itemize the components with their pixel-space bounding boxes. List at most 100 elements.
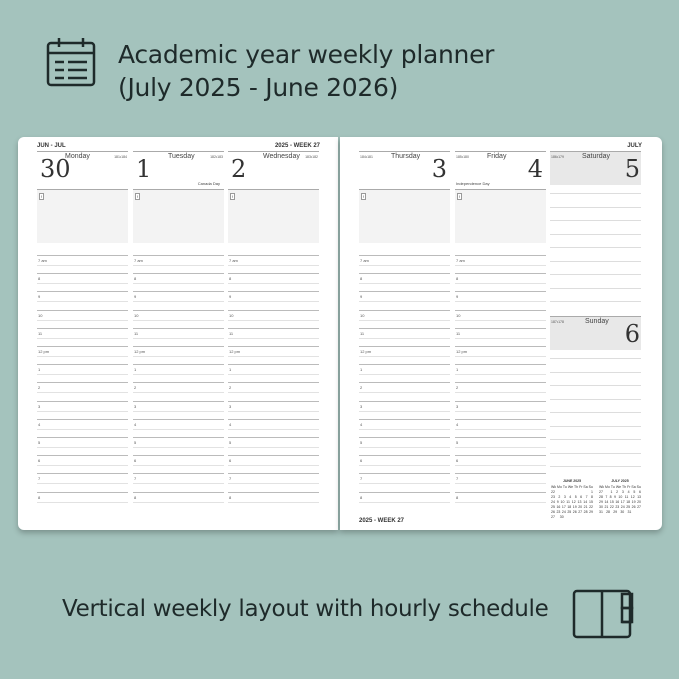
hour-row[interactable]: 9 [133,291,224,309]
hour-row[interactable]: 3 [37,400,128,419]
writing-line[interactable] [550,452,641,454]
hour-row[interactable]: 3 [359,400,450,419]
writing-line[interactable] [550,439,641,440]
writing-line[interactable] [550,220,641,221]
hour-row[interactable]: 7 am [228,255,319,273]
hour-row[interactable]: 6 [359,455,450,473]
hour-row[interactable]: 5 [455,437,546,455]
hour-row[interactable]: 4 [359,418,450,437]
writing-line[interactable] [550,274,641,275]
hour-row[interactable]: 7 [359,473,450,491]
hour-row[interactable]: 7 [228,473,319,491]
writing-line[interactable] [550,371,641,373]
hour-row[interactable]: 10 [228,309,319,328]
hour-row[interactable]: 10 [359,309,450,328]
writing-line[interactable] [550,466,641,467]
hour-row[interactable]: 4 [228,418,319,437]
notes-box[interactable]: ! [359,189,450,243]
hour-row[interactable]: 8 [359,273,450,291]
hour-row[interactable]: 12 pm [359,346,450,364]
hour-row[interactable]: 1 [133,364,224,382]
hour-row[interactable]: 1 [359,364,450,382]
hour-row[interactable]: 1 [228,364,319,382]
writing-line[interactable] [550,385,641,386]
hour-row[interactable]: 8 [37,273,128,291]
weekend-column[interactable]: 5 Saturday 186•179 [550,151,641,311]
writing-line[interactable] [550,358,641,359]
hour-row[interactable]: 11 [37,327,128,346]
hour-row[interactable]: 2 [228,382,319,400]
hour-row[interactable]: 5 [228,437,319,455]
day-column[interactable]: 30 Monday 181•184! 7 am 8 9 10 11 12 pm 1 2 3 4 5 6 7 8 [37,151,128,521]
hour-row[interactable]: 6 [37,455,128,473]
hour-row[interactable]: 5 [133,437,224,455]
hour-row[interactable]: 12 pm [133,346,224,364]
hour-row[interactable]: 9 [37,291,128,309]
hour-row[interactable]: 4 [455,418,546,437]
weekend-column[interactable]: 6 Sunday 187•178 [550,316,641,476]
hour-row[interactable]: 1 [37,364,128,382]
hour-row[interactable]: 11 [228,327,319,346]
hour-row[interactable]: 8 [228,491,319,510]
day-column[interactable]: 4 Friday 185•180 Independence Day! 7 am 8 9 10 1… [455,151,546,521]
day-column[interactable]: 2 Wednesday 183•182! 7 am 8 9 10 11 12 pm 1 2 3 4 5 6 7… [228,151,319,521]
hour-row[interactable]: 2 [359,382,450,400]
notes-box[interactable]: ! [228,189,319,243]
hour-row[interactable]: 8 [455,491,546,510]
hour-row[interactable]: 9 [359,291,450,309]
hour-row[interactable]: 2 [133,382,224,400]
writing-line[interactable] [550,247,641,248]
hour-row[interactable]: 12 pm [228,346,319,364]
hour-row[interactable]: 7 am [455,255,546,273]
hour-row[interactable]: 7 [455,473,546,491]
hour-row[interactable]: 1 [455,364,546,382]
hour-row[interactable]: 12 pm [37,346,128,364]
writing-line[interactable] [550,398,641,400]
hour-row[interactable]: 3 [455,400,546,419]
notes-box[interactable]: ! [133,189,224,243]
hour-row[interactable]: 11 [133,327,224,346]
hour-row[interactable]: 9 [228,291,319,309]
hour-row[interactable]: 5 [359,437,450,455]
hour-row[interactable]: 8 [359,491,450,510]
hour-row[interactable]: 11 [359,327,450,346]
day-column[interactable]: 1 Tuesday 182•183 Canada Day! 7 am 8 9 10 11 12 p… [133,151,224,521]
writing-line[interactable] [550,412,641,413]
hour-row[interactable]: 10 [455,309,546,328]
hour-row[interactable]: 10 [37,309,128,328]
hour-row[interactable]: 11 [455,327,546,346]
hour-row[interactable]: 6 [133,455,224,473]
hour-row[interactable]: 2 [455,382,546,400]
hour-row[interactable]: 4 [133,418,224,437]
hour-row[interactable]: 10 [133,309,224,328]
hour-row[interactable]: 8 [228,273,319,291]
writing-line[interactable] [550,260,641,262]
hour-row[interactable]: 8 [133,491,224,510]
hour-row[interactable]: 6 [228,455,319,473]
hour-row[interactable]: 3 [133,400,224,419]
day-column[interactable]: 3 Thursday 184•181! 7 am 8 9 10 11 12 pm 1 2 3 4 5 6 7 8 [359,151,450,521]
hour-row[interactable]: 7 [37,473,128,491]
hour-row[interactable]: 8 [455,273,546,291]
writing-line[interactable] [550,287,641,289]
writing-line[interactable] [550,233,641,235]
hour-row[interactable]: 7 am [133,255,224,273]
hour-row[interactable]: 9 [455,291,546,309]
hour-row[interactable]: 8 [37,491,128,510]
hour-row[interactable]: 2 [37,382,128,400]
hour-row[interactable]: 6 [455,455,546,473]
hour-row[interactable]: 8 [133,273,224,291]
writing-line[interactable] [550,425,641,427]
hour-row[interactable]: 5 [37,437,128,455]
writing-line[interactable] [550,193,641,194]
hour-row[interactable]: 12 pm [455,346,546,364]
hour-row[interactable]: 4 [37,418,128,437]
hour-row[interactable]: 7 [133,473,224,491]
notes-box[interactable]: ! [455,189,546,243]
notes-box[interactable]: ! [37,189,128,243]
hour-row[interactable]: 7 am [37,255,128,273]
writing-line[interactable] [550,301,641,302]
writing-line[interactable] [550,206,641,208]
hour-row[interactable]: 3 [228,400,319,419]
hour-row[interactable]: 7 am [359,255,450,273]
